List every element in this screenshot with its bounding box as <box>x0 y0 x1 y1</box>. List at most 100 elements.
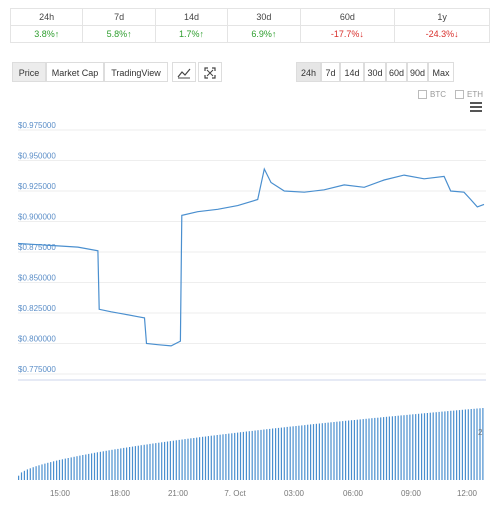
legend-btc[interactable]: BTC <box>418 90 446 100</box>
volume-bar <box>362 419 364 480</box>
timeframe-24h[interactable]: 24h <box>296 62 321 82</box>
volume-bar <box>32 467 34 480</box>
checkbox-eth[interactable] <box>455 90 464 100</box>
volume-bar <box>327 422 329 480</box>
volume-bar <box>458 410 461 480</box>
volume-bar <box>254 430 256 480</box>
volume-bar <box>111 449 113 480</box>
volume-bar <box>441 411 443 480</box>
volume-bar <box>38 465 40 480</box>
volume-bar <box>275 428 277 480</box>
legend-eth[interactable]: ETH <box>455 90 483 100</box>
volume-bar <box>456 410 458 480</box>
volume-bar <box>432 412 434 480</box>
volume-bar <box>61 459 63 480</box>
volume-bar <box>53 461 55 480</box>
volume-bar <box>339 421 341 480</box>
y-tick-label: $0.900000 <box>18 213 56 222</box>
timeframe-max[interactable]: Max <box>428 62 454 82</box>
x-tick-label: 06:00 <box>343 489 364 498</box>
volume-bar <box>318 423 320 480</box>
volume-bar <box>421 413 423 480</box>
volume-bar <box>202 436 204 480</box>
perf-value-60d: -17.7%↓ <box>299 25 396 43</box>
volume-bar <box>129 447 131 480</box>
volume-bar <box>453 410 455 480</box>
volume-bar <box>342 421 344 480</box>
tab-tradingview[interactable]: TradingView <box>104 62 168 82</box>
volume-bar <box>228 433 230 480</box>
volume-bar <box>423 413 426 480</box>
volume-bar <box>438 411 440 480</box>
volume-bar <box>272 428 274 480</box>
performance-table: 24h 7d 14d 30d 60d 1y 3.8%↑ 5.8%↑ 1.7%↑ 6.9%↑ -17… <box>9 8 490 43</box>
volume-bar <box>356 419 358 480</box>
volume-bar <box>237 432 239 480</box>
volume-bar <box>193 438 195 480</box>
volume-bar <box>350 420 353 480</box>
expand-icon[interactable] <box>198 62 222 82</box>
volume-bar <box>140 445 142 480</box>
y-tick-label: $0.875000 <box>18 243 56 252</box>
volume-bar <box>131 446 134 480</box>
timeframe-60d[interactable]: 60d <box>386 62 407 82</box>
volume-bar <box>44 463 46 480</box>
volume-bar <box>108 450 110 480</box>
volume-bar <box>286 426 288 480</box>
volume-bar <box>348 420 350 480</box>
volume-bar <box>406 414 408 480</box>
volume-bar <box>134 446 136 480</box>
volume-bar <box>239 432 242 480</box>
volume-bar <box>479 408 481 480</box>
timeframe-30d[interactable]: 30d <box>364 62 386 82</box>
volume-bar <box>280 427 282 480</box>
y-tick-label: $0.950000 <box>18 152 56 161</box>
y-tick-label: $0.800000 <box>18 335 56 344</box>
volume-bar <box>257 430 259 480</box>
volume-bar <box>64 458 66 480</box>
volume-bar <box>126 447 128 480</box>
tab-market-cap[interactable]: Market Cap <box>46 62 104 82</box>
volume-bar <box>400 415 402 480</box>
checkbox-btc[interactable] <box>418 90 427 100</box>
hamburger-menu-icon[interactable] <box>470 102 482 114</box>
volume-bar <box>152 443 154 480</box>
timeframe-7d[interactable]: 7d <box>321 62 340 82</box>
volume-bar <box>444 411 446 480</box>
line-chart-icon[interactable] <box>172 62 196 82</box>
volume-bar <box>219 434 221 480</box>
volume-bar <box>289 426 291 480</box>
volume-bar <box>461 409 463 480</box>
volume-bar <box>41 464 43 480</box>
volume-bar <box>371 418 373 480</box>
volume-bar <box>105 450 107 480</box>
tab-price[interactable]: Price <box>12 62 46 82</box>
volume-bar <box>169 441 171 480</box>
volume-bar <box>391 416 393 480</box>
volume-bar <box>380 417 382 480</box>
volume-bar <box>245 431 247 480</box>
volume-bar <box>67 458 69 480</box>
volume-bar <box>207 436 209 480</box>
timeframe-90d[interactable]: 90d <box>407 62 428 82</box>
volume-bar <box>251 430 253 480</box>
volume-bar <box>187 438 189 480</box>
volume-bar <box>56 460 58 480</box>
volume-bar <box>242 431 244 480</box>
volume-bar <box>29 468 31 480</box>
volume-bar <box>429 412 431 480</box>
volume-bar <box>184 439 186 480</box>
volume-bar <box>248 431 250 480</box>
volume-bar <box>315 423 317 480</box>
timeframe-14d[interactable]: 14d <box>340 62 364 82</box>
volume-bar <box>345 420 347 480</box>
volume-bar <box>277 427 280 480</box>
volume-bar <box>388 416 390 480</box>
volume-bar <box>353 420 355 480</box>
volume-bar <box>20 472 23 480</box>
x-tick-label: 12:00 <box>457 489 478 498</box>
volume-bar <box>166 441 169 480</box>
volume-bar <box>123 447 125 480</box>
volume-bar <box>283 427 285 480</box>
volume-bar <box>394 416 396 480</box>
